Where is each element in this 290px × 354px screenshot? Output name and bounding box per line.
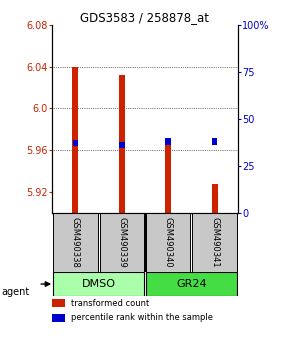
Bar [212, 184, 218, 213]
Title: GDS3583 / 258878_at: GDS3583 / 258878_at [81, 11, 209, 24]
Bar [52, 299, 65, 307]
Bar [146, 273, 237, 296]
Bar [52, 314, 65, 322]
Bar [165, 142, 171, 213]
Bar [53, 213, 98, 272]
Bar [165, 138, 171, 144]
Text: GR24: GR24 [176, 279, 207, 289]
Text: GSM490341: GSM490341 [210, 217, 219, 268]
Bar [119, 75, 125, 213]
Text: agent: agent [1, 287, 30, 297]
Bar [72, 140, 78, 147]
Text: percentile rank within the sample: percentile rank within the sample [71, 314, 213, 322]
Bar [99, 213, 144, 272]
Bar [72, 67, 78, 213]
Bar [212, 138, 218, 144]
Text: transformed count: transformed count [71, 299, 149, 308]
Text: DMSO: DMSO [81, 279, 116, 289]
Bar [53, 273, 144, 296]
Bar [119, 142, 125, 148]
Bar [192, 213, 237, 272]
Text: GSM490338: GSM490338 [71, 217, 80, 268]
Text: GSM490339: GSM490339 [117, 217, 126, 268]
Text: GSM490340: GSM490340 [164, 217, 173, 268]
Bar [146, 213, 191, 272]
